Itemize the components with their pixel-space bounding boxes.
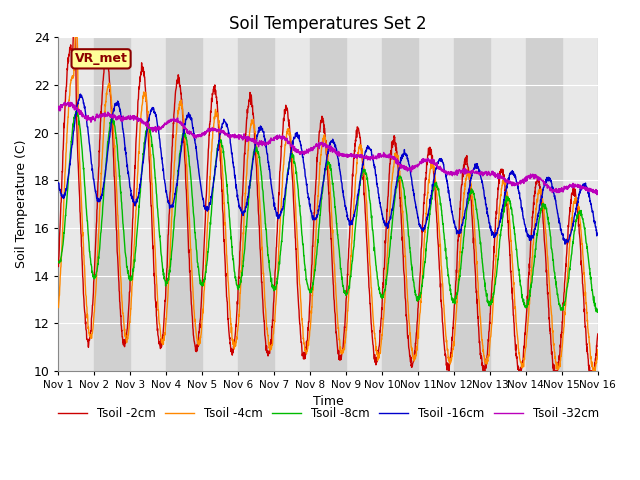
Tsoil -32cm (205, 128, 213, 134)
Tsoil -8cm (547, 233, 554, 239)
Tsoil -2cm (344, 272, 351, 278)
Tsoil -2cm (54, 264, 62, 269)
Tsoil -4cm (205, 195, 213, 201)
Tsoil -16cm (205, 204, 213, 209)
Title: Soil Temperatures Set 2: Soil Temperatures Set 2 (229, 15, 427, 33)
Bar (95, 37, 131, 371)
Tsoil -8cm (594, 309, 602, 315)
Tsoil -32cm (593, 192, 601, 198)
Tsoil -32cm (594, 188, 602, 194)
Tsoil -2cm (70, 23, 77, 28)
Tsoil -2cm (485, 328, 493, 334)
Bar (166, 37, 202, 371)
Tsoil -4cm (71, 35, 79, 40)
Line: Tsoil -2cm: Tsoil -2cm (58, 25, 598, 371)
Tsoil -2cm (547, 330, 554, 336)
Tsoil -8cm (205, 237, 213, 242)
Tsoil -4cm (356, 144, 364, 149)
Tsoil -4cm (561, 305, 569, 311)
Tsoil -32cm (356, 154, 364, 159)
Tsoil -8cm (561, 299, 569, 304)
Tsoil -4cm (54, 305, 62, 311)
Tsoil -4cm (594, 347, 602, 352)
Tsoil -4cm (547, 296, 554, 301)
Line: Tsoil -4cm: Tsoil -4cm (58, 37, 598, 371)
Tsoil -8cm (344, 290, 351, 296)
Tsoil -16cm (594, 231, 602, 237)
Tsoil -8cm (73, 108, 81, 114)
Bar (454, 37, 490, 371)
X-axis label: Time: Time (313, 396, 344, 408)
Tsoil -2cm (562, 269, 570, 275)
Tsoil -16cm (485, 218, 493, 224)
Tsoil -4cm (589, 368, 597, 373)
Bar (382, 37, 418, 371)
Tsoil -32cm (547, 188, 554, 194)
Bar (310, 37, 346, 371)
Tsoil -8cm (356, 184, 364, 190)
Bar (238, 37, 274, 371)
Tsoil -4cm (344, 308, 351, 314)
Tsoil -2cm (205, 132, 213, 138)
Tsoil -4cm (485, 353, 493, 359)
Tsoil -32cm (344, 154, 351, 160)
Tsoil -16cm (77, 91, 84, 97)
Line: Tsoil -16cm: Tsoil -16cm (58, 94, 598, 244)
Tsoil -16cm (547, 176, 554, 182)
Bar (526, 37, 562, 371)
Tsoil -2cm (356, 131, 364, 136)
Tsoil -32cm (65, 99, 72, 105)
Line: Tsoil -32cm: Tsoil -32cm (58, 102, 598, 195)
Tsoil -8cm (594, 310, 602, 315)
Y-axis label: Soil Temperature (C): Soil Temperature (C) (15, 140, 28, 268)
Legend: Tsoil -2cm, Tsoil -4cm, Tsoil -8cm, Tsoil -16cm, Tsoil -32cm: Tsoil -2cm, Tsoil -4cm, Tsoil -8cm, Tsoi… (53, 402, 604, 425)
Tsoil -32cm (561, 184, 569, 190)
Tsoil -16cm (54, 180, 62, 186)
Tsoil -8cm (485, 302, 493, 308)
Tsoil -2cm (445, 368, 452, 373)
Tsoil -16cm (356, 182, 364, 188)
Tsoil -2cm (594, 331, 602, 337)
Tsoil -16cm (561, 241, 569, 247)
Tsoil -32cm (54, 106, 62, 111)
Tsoil -32cm (485, 171, 493, 177)
Tsoil -16cm (562, 239, 570, 245)
Text: VR_met: VR_met (75, 52, 127, 65)
Tsoil -8cm (54, 259, 62, 264)
Line: Tsoil -8cm: Tsoil -8cm (58, 111, 598, 312)
Tsoil -16cm (344, 217, 351, 223)
